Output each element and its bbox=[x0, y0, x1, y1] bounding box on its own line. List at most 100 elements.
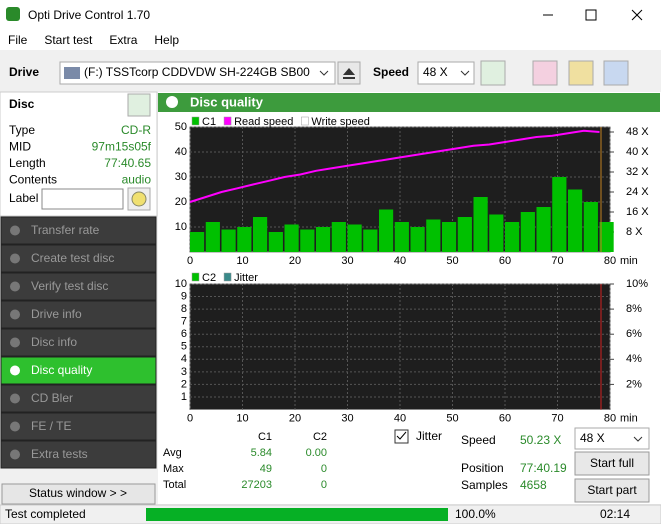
bar bbox=[300, 229, 315, 252]
stats-value: 0 bbox=[321, 479, 327, 491]
x-tick-label: 80 bbox=[604, 412, 616, 424]
nav-button[interactable] bbox=[0, 328, 157, 357]
status-window-button[interactable] bbox=[1, 483, 156, 505]
samples-label: Samples bbox=[461, 478, 508, 492]
legend-label: Read speed bbox=[234, 116, 293, 128]
stats-value: 0.00 bbox=[306, 447, 327, 459]
y2-tick-label: 4% bbox=[626, 353, 642, 365]
x-tick-label: 60 bbox=[499, 412, 511, 424]
test-speed-select[interactable] bbox=[574, 427, 650, 450]
nav-icon bbox=[10, 365, 20, 376]
bar bbox=[347, 224, 362, 252]
y2-tick-label: 16 X bbox=[626, 206, 649, 218]
nav-label: CD Bler bbox=[31, 391, 73, 405]
y-tick-label: 30 bbox=[175, 171, 187, 183]
disc-key: Length bbox=[9, 156, 46, 170]
legend-label: C2 bbox=[202, 272, 216, 284]
nav-button[interactable] bbox=[0, 412, 157, 441]
bar bbox=[457, 217, 472, 252]
bar bbox=[331, 222, 346, 252]
nav-icon bbox=[10, 253, 20, 264]
menu-item[interactable]: Extra bbox=[109, 33, 137, 47]
stats-row-label: Total bbox=[163, 479, 186, 491]
bar bbox=[489, 214, 504, 252]
start-part-text: Start part bbox=[587, 483, 637, 497]
y-tick-label: 3 bbox=[181, 366, 187, 378]
nav-button[interactable] bbox=[0, 356, 157, 385]
menu-item[interactable]: Help bbox=[154, 33, 179, 47]
speed-select[interactable] bbox=[417, 61, 475, 85]
refresh-button[interactable] bbox=[480, 60, 506, 86]
nav-label: Create test disc bbox=[31, 251, 114, 265]
start-full-button[interactable] bbox=[574, 451, 650, 476]
drive-icon bbox=[64, 67, 80, 79]
start-full-text: Start full bbox=[590, 456, 634, 470]
drive-name: (F:) TSSTcorp CDDVDW SH-224GB SB00 bbox=[84, 65, 310, 79]
drive-select[interactable] bbox=[59, 61, 336, 85]
legend-swatch bbox=[191, 272, 200, 282]
menu-item[interactable]: File bbox=[8, 33, 28, 47]
y-tick-label: 5 bbox=[181, 341, 187, 353]
x-tick-label: 10 bbox=[236, 255, 248, 267]
bar bbox=[316, 227, 331, 252]
disc-value: CD-R bbox=[121, 123, 151, 137]
nav-button[interactable] bbox=[0, 272, 157, 301]
bar bbox=[253, 217, 268, 252]
nav-button[interactable] bbox=[0, 300, 157, 329]
bar bbox=[237, 227, 252, 252]
legend-swatch bbox=[223, 116, 232, 126]
bar bbox=[536, 207, 551, 252]
bar bbox=[268, 232, 283, 252]
bar bbox=[410, 227, 425, 252]
nav-button[interactable] bbox=[0, 244, 157, 273]
x-tick-label: 40 bbox=[394, 412, 406, 424]
disc-value: 77:40.65 bbox=[104, 156, 151, 170]
settings-button[interactable] bbox=[568, 60, 594, 86]
nav-icon bbox=[10, 393, 20, 404]
disc-icon bbox=[131, 191, 147, 207]
y2-tick-label: 24 X bbox=[626, 186, 649, 198]
disc-value: audio bbox=[122, 173, 152, 187]
erase-button[interactable] bbox=[532, 60, 558, 86]
legend-swatch bbox=[191, 116, 200, 126]
bar bbox=[552, 177, 567, 252]
speed-value: 48 X bbox=[423, 65, 448, 79]
disc-refresh[interactable] bbox=[127, 93, 151, 117]
time-text: 02:14 bbox=[600, 507, 630, 521]
nav-button[interactable] bbox=[0, 384, 157, 413]
start-part-button[interactable] bbox=[574, 478, 650, 503]
y2-tick-label: 48 X bbox=[626, 126, 649, 138]
position-label: Position bbox=[461, 461, 504, 475]
legend-label: C1 bbox=[202, 116, 216, 128]
label-input[interactable] bbox=[41, 188, 124, 210]
save-button[interactable] bbox=[603, 60, 629, 86]
bar bbox=[520, 212, 535, 252]
nav-button[interactable] bbox=[0, 216, 157, 245]
x-tick-label: 50 bbox=[446, 412, 458, 424]
bar bbox=[505, 222, 520, 252]
x-tick-label: 60 bbox=[499, 255, 511, 267]
x-tick-label: 0 bbox=[187, 412, 193, 424]
menu-bar bbox=[0, 30, 661, 50]
stats-row-label: Max bbox=[163, 463, 184, 475]
legend-label: Jitter bbox=[234, 272, 258, 284]
y2-tick-label: 2% bbox=[626, 378, 642, 390]
y-tick-label: 6 bbox=[181, 328, 187, 340]
x-unit: min bbox=[620, 412, 638, 424]
window-controls[interactable] bbox=[543, 9, 643, 21]
y-tick-label: 4 bbox=[181, 353, 187, 365]
y-tick-label: 20 bbox=[175, 196, 187, 208]
stats-value: 5.84 bbox=[251, 447, 272, 459]
stats-value: 0 bbox=[321, 463, 327, 475]
y-tick-label: 7 bbox=[181, 316, 187, 328]
check-mark bbox=[396, 431, 407, 440]
app-icon bbox=[6, 7, 20, 21]
menu-item[interactable]: Start test bbox=[44, 33, 93, 47]
y-tick-label: 10 bbox=[175, 221, 187, 233]
nav-button[interactable] bbox=[0, 440, 157, 469]
nav-icon bbox=[10, 225, 20, 236]
speed-stat-value: 50.23 X bbox=[520, 433, 561, 447]
bar bbox=[599, 222, 614, 252]
progress-bar bbox=[146, 508, 448, 521]
